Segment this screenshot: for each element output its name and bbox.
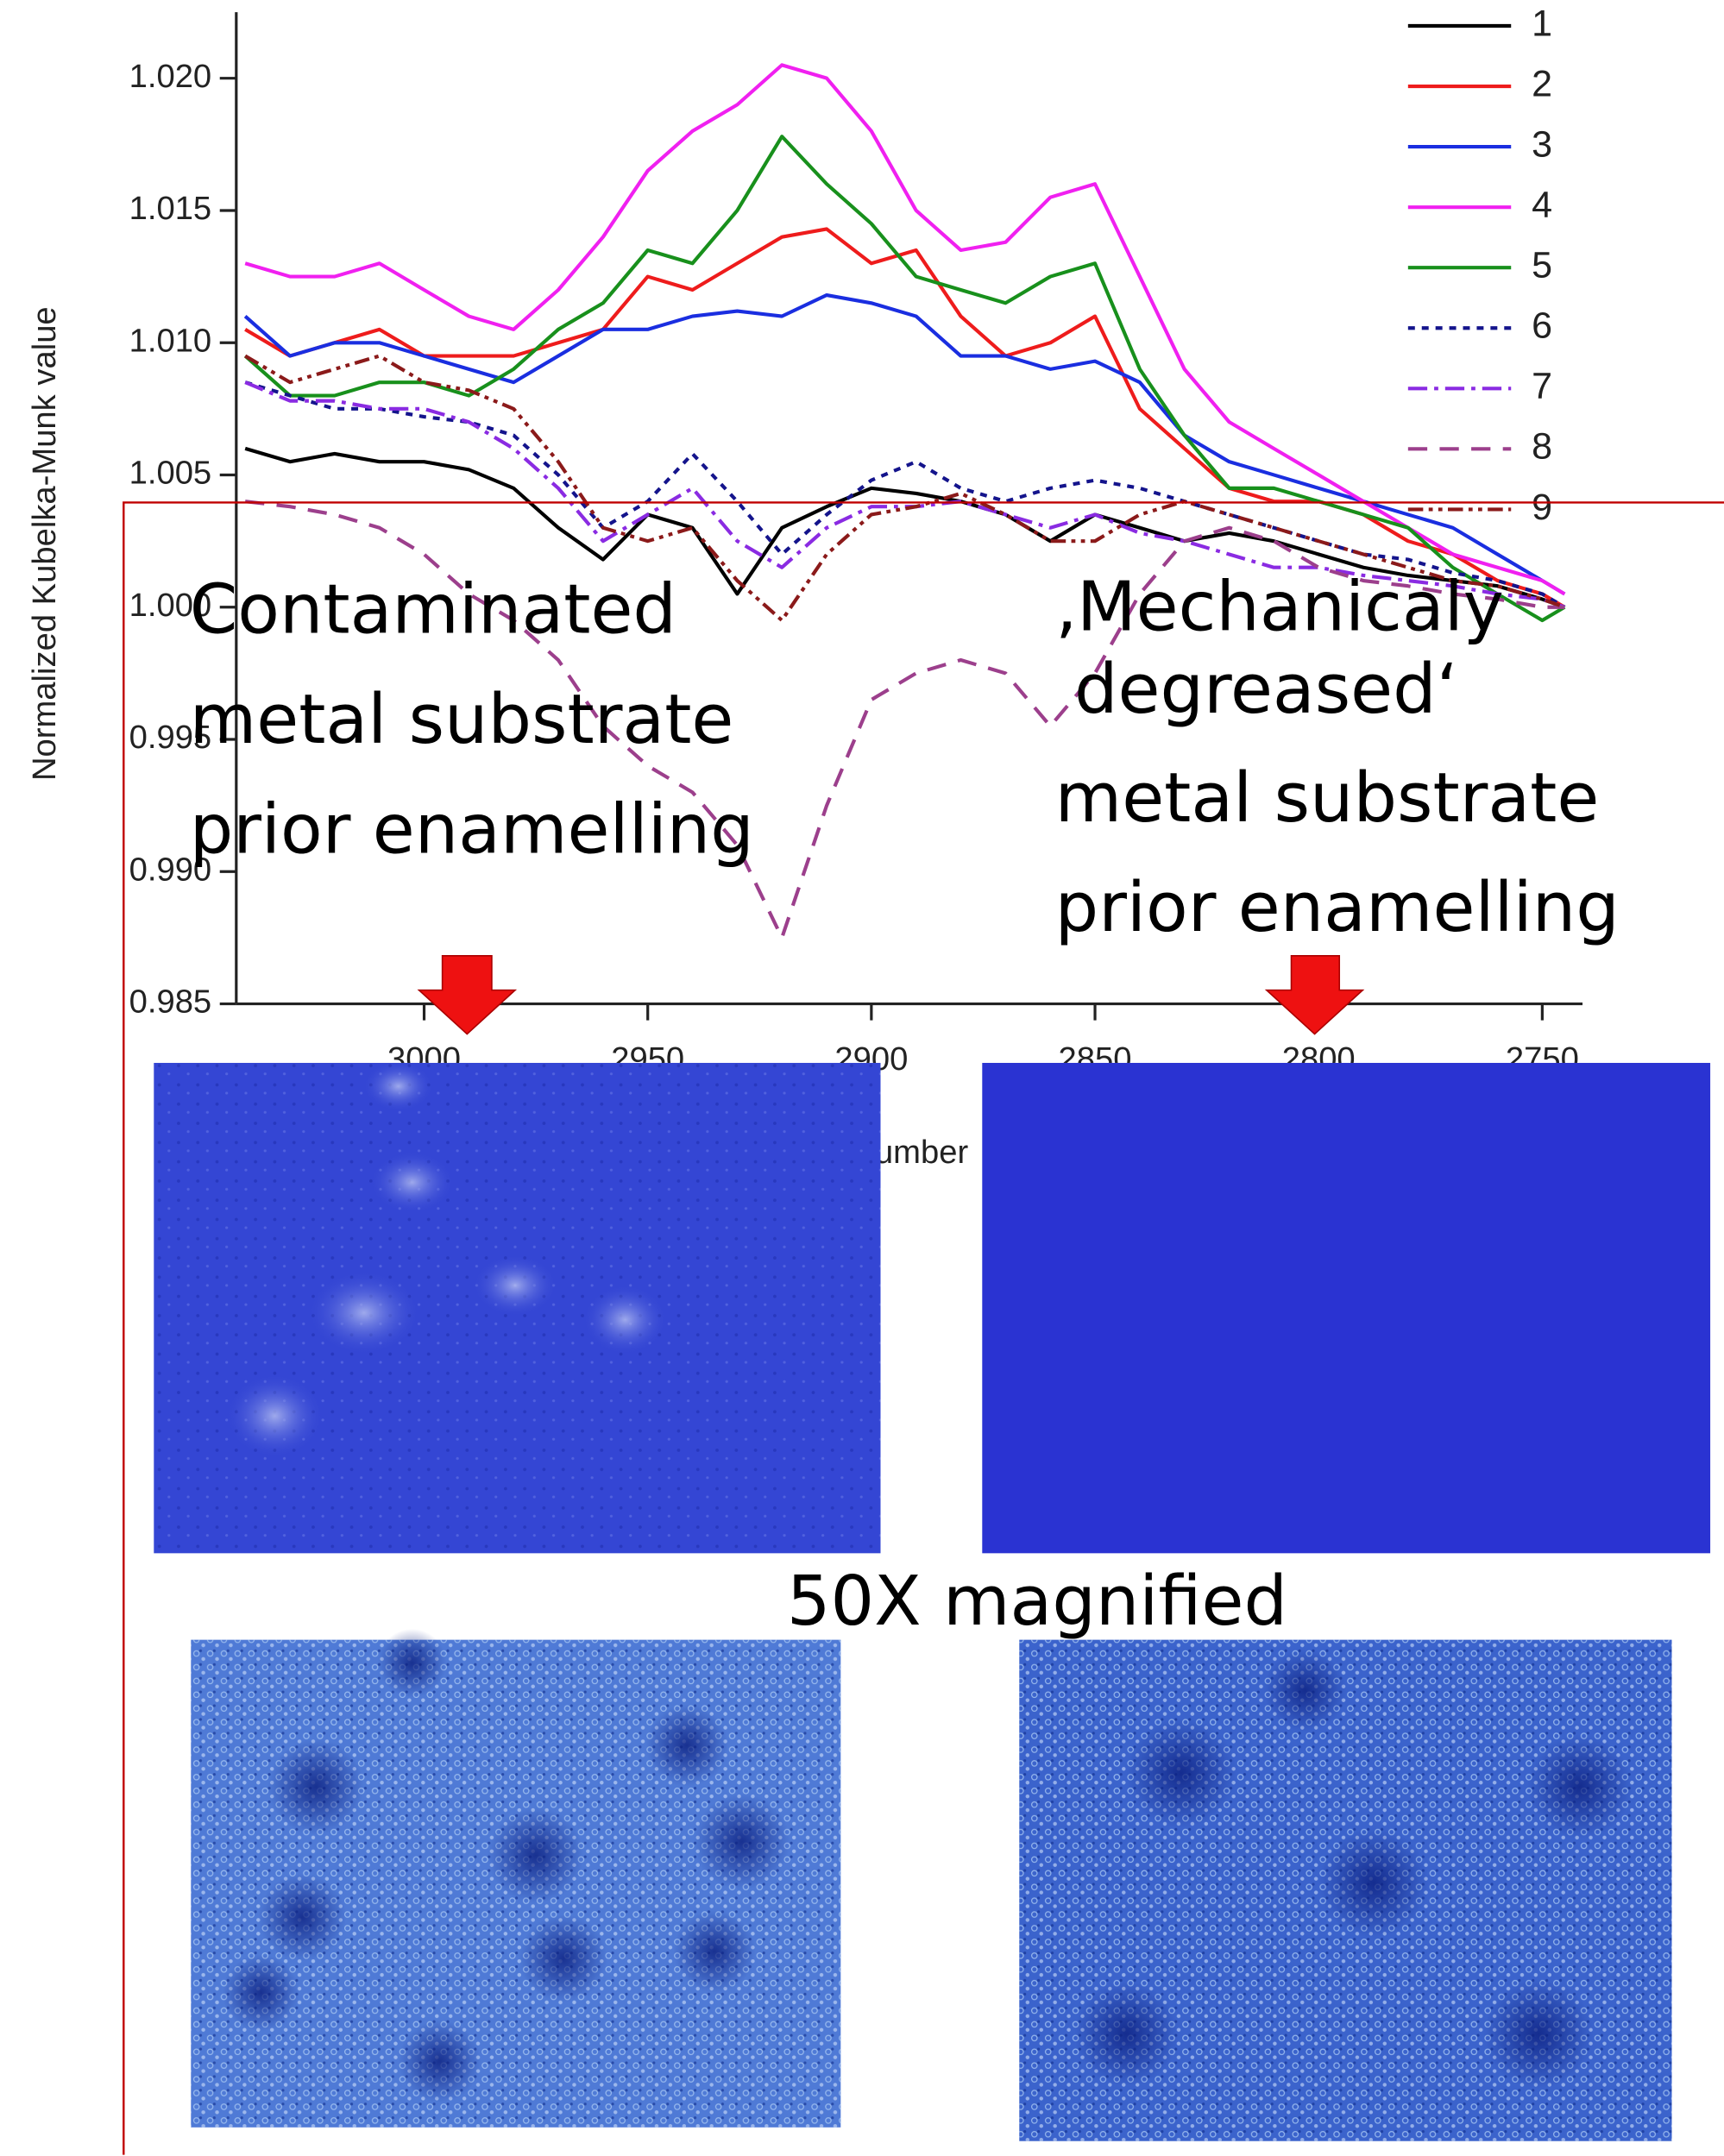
legend-label: 7 <box>1532 366 1552 407</box>
left-label-line: Contaminated <box>190 569 676 650</box>
photo-group <box>154 1061 1711 2141</box>
y-tick-label: 1.015 <box>129 190 212 227</box>
photo-spot <box>363 1061 433 1111</box>
left-label-line: metal substrate <box>190 679 734 759</box>
right-label-line: degreased‘ <box>1074 649 1458 729</box>
series-line <box>244 500 1565 940</box>
y-tick-label: 0.990 <box>129 851 212 888</box>
y-tick-label: 1.000 <box>129 587 212 624</box>
legend-label: 6 <box>1532 305 1552 347</box>
series-line <box>244 446 1566 609</box>
series-line <box>243 135 1566 623</box>
series-line <box>244 354 1566 623</box>
right-label-line: metal substrate <box>1055 757 1600 838</box>
photo-spot <box>226 1374 324 1457</box>
series-line <box>243 292 1566 596</box>
y-tick-label: 1.005 <box>129 455 212 492</box>
legend-label: 9 <box>1532 487 1552 528</box>
callout-frame <box>123 501 1724 2155</box>
photo-spot <box>474 1254 557 1316</box>
legend-label: 1 <box>1532 3 1552 44</box>
photo-dark-spots <box>222 1628 790 2103</box>
legend-label: 2 <box>1532 63 1552 104</box>
y-axis-label: Normalized Kubelka-Munk value <box>26 306 63 781</box>
legend-label: 4 <box>1532 185 1552 226</box>
y-tick-label: 0.985 <box>129 984 212 1021</box>
arrow-left <box>417 955 518 1035</box>
y-tick-label: 1.010 <box>129 322 212 359</box>
right-label-line: prior enamelling <box>1055 867 1620 947</box>
photo-spot <box>309 1271 419 1355</box>
photo-degreased <box>982 1062 1711 1554</box>
photo-spot <box>583 1285 667 1355</box>
y-tick-label: 0.995 <box>129 719 212 756</box>
legend-label: 8 <box>1532 426 1552 468</box>
caption: 50X magnified <box>787 1561 1287 1641</box>
y-tick-label: 1.020 <box>129 58 212 95</box>
legend-label: 3 <box>1532 123 1552 165</box>
right-label-line: ‚Mechanicaly <box>1055 566 1504 646</box>
photo-dark-spots <box>1073 1649 1633 2090</box>
arrow-right <box>1264 955 1365 1035</box>
photo-spot <box>370 1152 454 1213</box>
series-line <box>244 63 1566 596</box>
left-label-line: prior enamelling <box>190 789 754 869</box>
legend-label: 5 <box>1532 245 1552 286</box>
series-line <box>244 227 1566 609</box>
